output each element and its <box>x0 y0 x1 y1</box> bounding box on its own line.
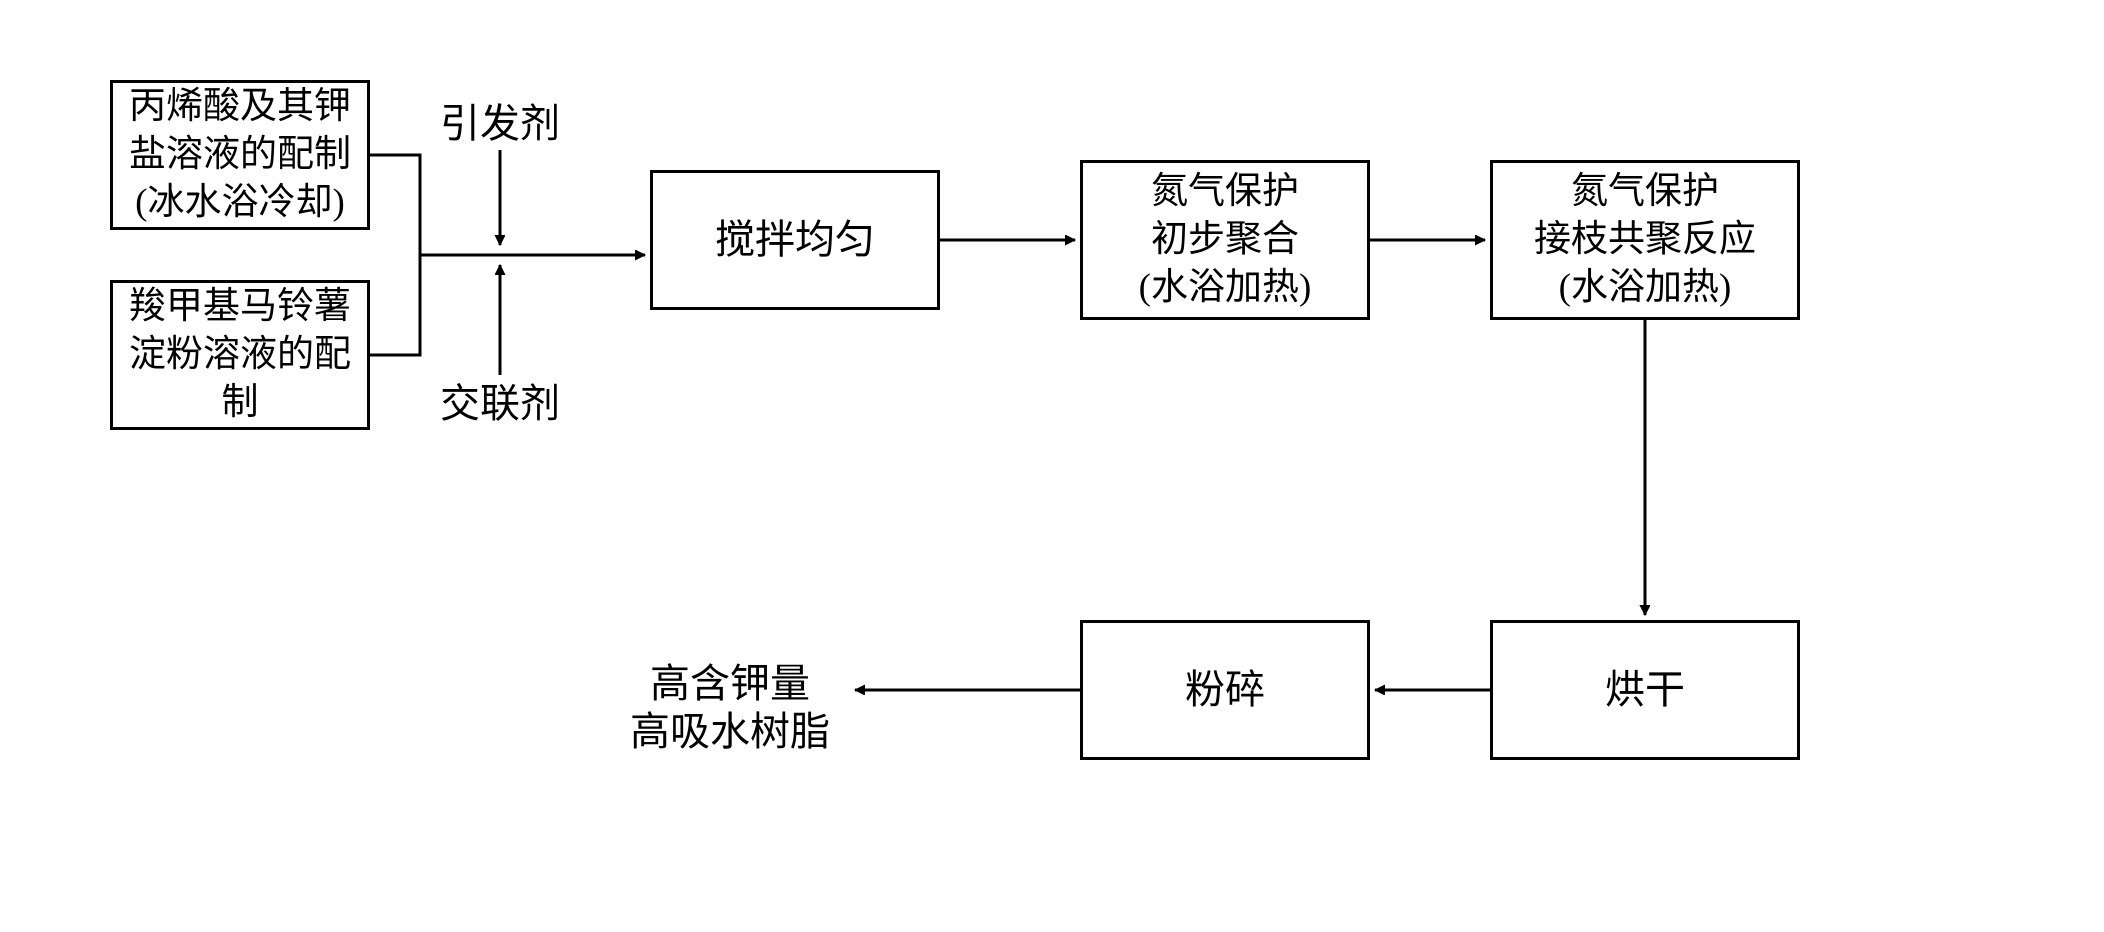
node-poly-initial: 氮气保护初步聚合(水浴加热) <box>1080 160 1370 320</box>
label-initiator: 引发剂 <box>440 100 560 148</box>
node-mix: 搅拌均匀 <box>650 170 940 310</box>
node-poly-graft: 氮气保护接枝共聚反应(水浴加热) <box>1490 160 1800 320</box>
node-label: 粉碎 <box>1185 664 1265 716</box>
node-label: 烘干 <box>1605 664 1685 716</box>
node-label: 氮气保护接枝共聚反应(水浴加热) <box>1534 168 1756 312</box>
node-label: 氮气保护初步聚合(水浴加热) <box>1139 168 1312 312</box>
node-label: 丙烯酸及其钾盐溶液的配制(冰水浴冷却) <box>129 83 351 227</box>
label-crosslinker: 交联剂 <box>440 380 560 428</box>
node-grind: 粉碎 <box>1080 620 1370 760</box>
node-dry: 烘干 <box>1490 620 1800 760</box>
node-label: 搅拌均匀 <box>715 214 875 266</box>
node-input-starch: 羧甲基马铃薯淀粉溶液的配制 <box>110 280 370 430</box>
label-product: 高含钾量高吸水树脂 <box>630 660 830 756</box>
node-input-acrylic: 丙烯酸及其钾盐溶液的配制(冰水浴冷却) <box>110 80 370 230</box>
node-label: 羧甲基马铃薯淀粉溶液的配制 <box>113 283 367 427</box>
